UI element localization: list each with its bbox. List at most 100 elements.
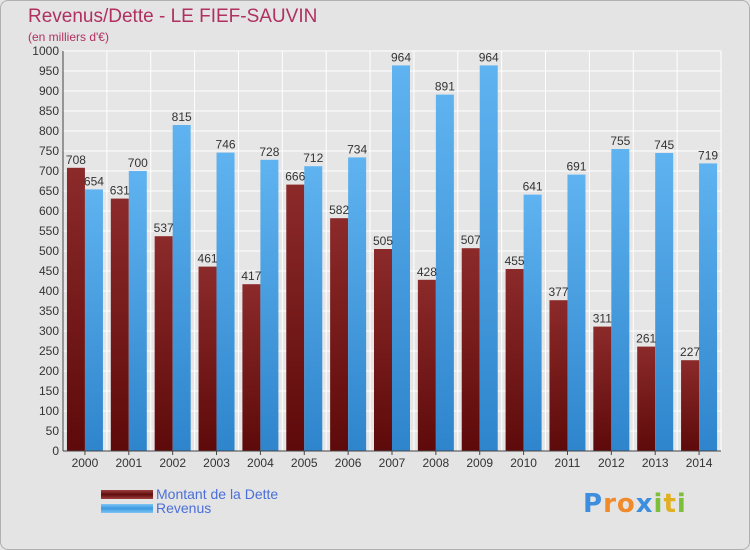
data-label-revenue: 719	[698, 148, 718, 162]
bar-revenue	[523, 194, 542, 451]
data-label-debt: 461	[198, 252, 218, 266]
bar-debt	[461, 248, 480, 451]
bar-debt	[330, 218, 349, 451]
x-tick-label: 2011	[555, 456, 581, 470]
y-tick-label: 1000	[32, 44, 59, 58]
x-tick-label: 2002	[159, 456, 186, 470]
chart-subtitle: (en milliers d'€)	[28, 30, 109, 44]
x-tick-label: 2001	[115, 456, 142, 470]
bar-revenue	[260, 159, 279, 452]
y-tick-label: 350	[39, 304, 59, 318]
x-tick-label: 2014	[686, 456, 713, 470]
y-tick-label: 750	[39, 144, 59, 158]
y-tick-label: 200	[39, 364, 59, 378]
x-tick-label: 2003	[203, 456, 230, 470]
data-label-revenue: 712	[303, 151, 323, 165]
bar-revenue	[611, 149, 630, 451]
bar-debt	[242, 284, 261, 451]
data-label-debt: 417	[241, 269, 261, 283]
y-tick-label: 0	[52, 444, 59, 458]
bar-revenue	[435, 94, 454, 451]
bar-revenue	[479, 65, 498, 452]
x-tick-label: 2009	[466, 456, 493, 470]
data-label-revenue: 691	[566, 160, 586, 174]
data-label-debt: 505	[373, 234, 393, 248]
data-label-revenue: 734	[347, 142, 367, 156]
data-label-debt: 261	[636, 332, 656, 346]
proxiti-logo: Proxiti	[583, 489, 687, 519]
logo-letter: x	[635, 489, 654, 519]
y-tick-label: 50	[46, 424, 60, 438]
x-tick-label: 2010	[510, 456, 537, 470]
bar-debt	[154, 236, 173, 451]
legend-swatch-revenue	[101, 504, 153, 513]
bar-revenue	[172, 125, 191, 451]
x-tick-label: 2007	[379, 456, 406, 470]
data-label-debt: 227	[680, 345, 700, 359]
y-tick-label: 900	[39, 84, 59, 98]
x-tick-label: 2013	[642, 456, 669, 470]
data-label-debt: 455	[505, 254, 525, 268]
y-tick-label: 250	[39, 344, 59, 358]
logo-letter: i	[653, 489, 664, 519]
x-tick-label: 2004	[247, 456, 274, 470]
legend-label-debt: Montant de la Dette	[156, 486, 279, 502]
bar-debt	[110, 198, 129, 451]
x-tick-label: 2006	[335, 456, 362, 470]
bar-debt	[593, 326, 612, 451]
data-label-revenue: 745	[654, 138, 674, 152]
y-tick-label: 400	[39, 284, 59, 298]
x-tick-label: 2000	[72, 456, 99, 470]
data-label-debt: 377	[548, 285, 568, 299]
chart-title: Revenus/Dette - LE FIEF-SAUVIN	[28, 6, 318, 27]
bar-debt	[417, 279, 436, 451]
y-tick-label: 950	[39, 64, 59, 78]
logo-letter: P	[583, 489, 604, 519]
logo-letter: o	[616, 489, 636, 519]
bar-revenue	[128, 171, 147, 451]
bar-debt	[549, 300, 568, 451]
data-label-revenue: 641	[523, 180, 543, 194]
data-label-revenue: 654	[84, 174, 104, 188]
data-label-debt: 631	[110, 184, 130, 198]
legend-swatch-debt	[101, 490, 153, 499]
axes: 0 50 100 150 200 250 300 350 400 450 500 550 600 650 7…	[32, 44, 721, 470]
x-tick-label: 2005	[291, 456, 318, 470]
bar-revenue	[567, 174, 586, 451]
data-labels: 708 654 631 700 537 815 461 746 417 728 666 712 582 7…	[66, 50, 718, 359]
y-tick-label: 100	[39, 404, 59, 418]
bar-debt	[637, 346, 656, 451]
bar-debt	[286, 184, 305, 451]
data-label-debt: 537	[154, 221, 174, 235]
x-tick-label: 2008	[423, 456, 450, 470]
x-tick-label: 2012	[598, 456, 625, 470]
bar-revenue	[699, 163, 718, 451]
bar-revenue	[348, 157, 367, 451]
y-tick-label: 500	[39, 244, 59, 258]
data-label-debt: 666	[285, 170, 305, 184]
data-label-debt: 582	[329, 203, 349, 217]
data-label-revenue: 728	[259, 145, 279, 159]
bar-revenue	[216, 152, 235, 451]
legend-label-revenue: Revenus	[156, 500, 212, 516]
data-label-revenue: 964	[391, 50, 411, 64]
y-tick-label: 700	[39, 164, 59, 178]
y-tick-label: 600	[39, 204, 59, 218]
logo-letter: t	[663, 489, 677, 519]
logo-letter: r	[603, 489, 617, 519]
bar-debt	[66, 167, 85, 452]
y-tick-label: 650	[39, 184, 59, 198]
data-label-revenue: 815	[172, 110, 192, 124]
data-label-debt: 708	[66, 153, 86, 167]
bar-debt	[681, 360, 700, 451]
bar-revenue	[84, 189, 103, 451]
bar-revenue	[392, 65, 410, 452]
data-label-revenue: 755	[610, 134, 630, 148]
bar-revenue	[304, 166, 323, 451]
bar-debt	[505, 269, 524, 451]
data-label-debt: 507	[461, 233, 481, 247]
data-label-revenue: 891	[435, 80, 455, 94]
data-label-revenue: 746	[216, 138, 236, 152]
